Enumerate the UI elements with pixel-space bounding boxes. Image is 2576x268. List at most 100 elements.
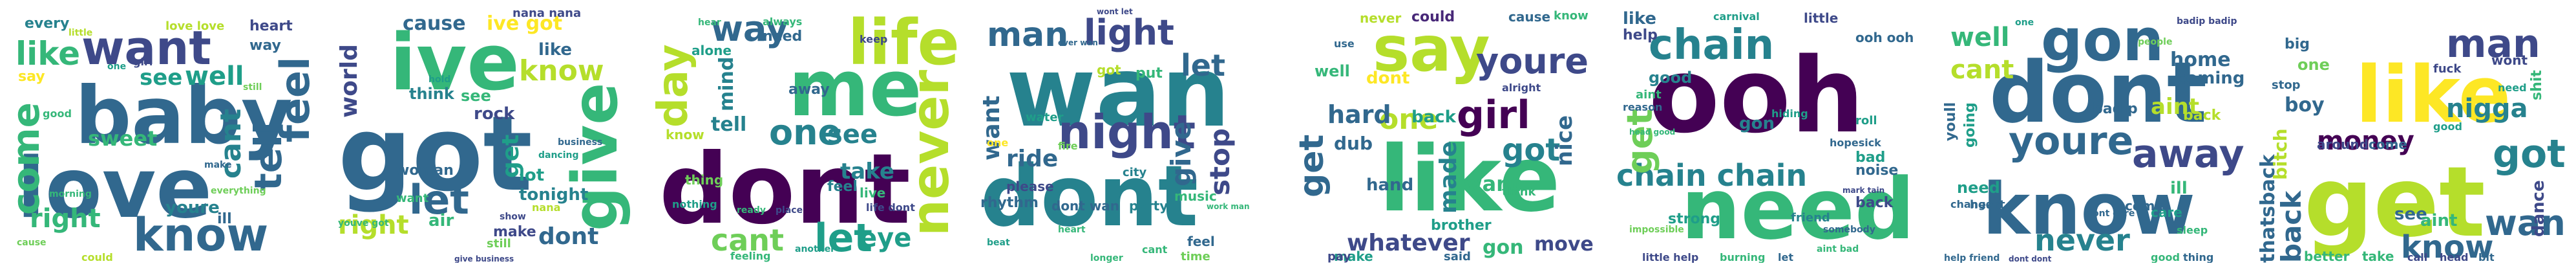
cloud-word: like [1379,127,1561,232]
cloud-word: love love [165,19,225,33]
cloud-word: right [30,204,101,234]
cloud-word: business [558,137,603,148]
cloud-word: bad [1855,150,1886,166]
cloud-word: noise [1855,162,1899,179]
cloud-word: hold [428,74,451,85]
cloud-word: dancing [538,150,579,161]
cloud-word: one [107,61,127,72]
cloud-word: friend [1791,211,1830,225]
cloud-word: got [2493,131,2566,177]
cloud-word: music [1174,188,1217,204]
cloud-word: rhythm [980,195,1039,211]
cloud-word: money [2317,126,2414,156]
word-cloud-1: love baby want come know feel tell cant like righ… [4,5,317,263]
cloud-word: chain [1649,21,1775,69]
cloud-word: cause [403,12,466,35]
cloud-word: could [81,251,113,263]
cloud-word: want [81,21,211,75]
cloud-word: said [1444,250,1471,263]
cloud-word: like [16,35,81,73]
cloud-word: nana nana [512,6,582,20]
cloud-word: stop [2272,78,2301,92]
cloud-word: know [1554,9,1589,23]
cloud-word: dont [659,133,911,246]
cloud-word: woman [396,162,454,179]
word-cloud-7: dont know gon youre away well cant never home com… [1931,5,2244,263]
cloud-word: night [1058,105,1196,159]
cloud-word: gon [2041,6,2164,74]
cloud-word: nothing [672,198,717,210]
cloud-word: change [1950,198,1993,210]
cloud-word: come [4,102,48,215]
cloud-word: bitch [2270,128,2291,180]
cloud-word: see [827,120,878,150]
cloud-word: well [185,61,244,91]
cloud-word: youve got [338,218,389,229]
cloud-word: got [1502,132,1561,168]
cloud-word: man [2446,21,2540,67]
cloud-word: let [409,176,469,223]
cloud-word: back [1855,195,1894,211]
cloud-word: time [1181,250,1210,263]
cloud-word: ride [1006,146,1059,172]
word-cloud-6: ooh need chain chain chain get like help ooh oo… [1610,5,1923,263]
cloud-word: alone [692,43,732,58]
cloud-word: care [2151,205,2182,220]
cloud-word: dont [538,223,599,250]
cloud-word: need [1681,160,1915,258]
cloud-word: ever wan [1058,38,1098,47]
cloud-word: good [1649,69,1693,87]
cloud-word: little [1804,10,1839,26]
cloud-word: people [2138,37,2173,47]
cloud-word: get [1293,134,1331,197]
cloud-word: well [1314,62,1350,80]
cloud-word: beat [987,238,1010,248]
cloud-word: see [2394,205,2427,224]
cloud-word: like [1623,9,1657,28]
cloud-word: good [2151,251,2180,263]
cloud-word: impossible [1629,225,1684,235]
cloud-word: wont [2491,52,2528,68]
cloud-word: say [1373,13,1490,85]
cloud-word: hopesick [1830,137,1881,149]
cloud-word: dont care [2086,208,2135,219]
cloud-word: cant [1950,55,2014,85]
cloud-word: carnival [1713,10,1760,23]
cloud-word: one [769,112,842,153]
word-cloud-2: got ive give know world let right get cause ive g… [325,5,639,263]
cloud-word: made [1435,141,1462,214]
cloud-word: make [1334,249,1373,263]
cloud-word: everything [211,186,266,196]
cloud-word: gon [1739,114,1775,133]
word-cloud-5: like say girl youre get one got hard made whateve… [1289,5,1602,263]
cloud-word: please [1006,179,1054,194]
cloud-word: water [1026,111,1064,124]
cloud-word: cant [1142,243,1168,256]
cloud-word: burning [1720,251,1766,263]
cloud-word: get [1620,108,1660,174]
cloud-word: air [428,211,454,230]
cloud-word: think [1502,185,1536,199]
cloud-word: got [1097,62,1121,78]
cloud-word: cause [17,238,47,248]
cloud-word: feel [1187,234,1215,249]
cloud-word: dont [1989,43,2208,142]
cloud-word: one [2015,17,2034,28]
cloud-word: want [396,192,429,205]
word-cloud-8: get like man got wan know back money nigga thatsb… [2252,5,2566,263]
cloud-word: need [2498,82,2527,94]
cloud-word: right [338,210,409,240]
cloud-word: city [1123,166,1147,179]
cloud-word: heart [1970,198,2005,212]
cloud-word: brother [1431,218,1492,234]
cloud-word: home [2170,49,2231,71]
cloud-word: dont dont [2009,254,2052,263]
cloud-word: need [763,28,803,45]
cloud-word: know [666,127,704,142]
cloud-word: youre [165,198,220,218]
cloud-word: back [2183,107,2221,124]
cloud-word: help [1623,27,1658,43]
cloud-word: see [140,65,183,91]
cloud-word: whatever [1347,230,1470,256]
